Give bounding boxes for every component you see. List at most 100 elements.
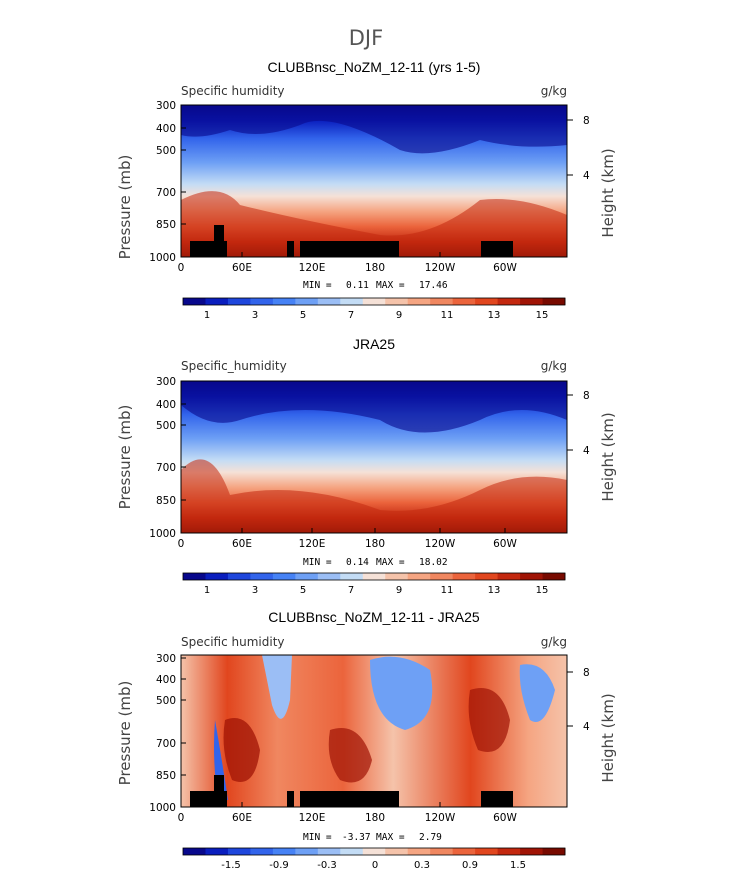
colorbar-frame bbox=[182, 847, 566, 856]
colorbar-label: 9 bbox=[396, 585, 402, 596]
panel-3-land-mask bbox=[190, 775, 513, 807]
colorbar-swatch bbox=[430, 573, 454, 580]
colorbar-swatch bbox=[407, 573, 431, 580]
panel-1-min-value: 0.11 bbox=[346, 280, 369, 291]
panel-1-max-label: MAX = bbox=[376, 280, 405, 291]
panel-2-min-value: 0.14 bbox=[346, 557, 369, 568]
panel-1-frame bbox=[180, 104, 568, 258]
panel-3-units: g/kg bbox=[541, 635, 567, 649]
x-tick-label: 120E bbox=[299, 262, 326, 274]
colorbar-swatch bbox=[183, 298, 206, 305]
x-tick-label: 60W bbox=[493, 812, 517, 824]
colorbar-label: 1 bbox=[204, 310, 210, 321]
panel-3-frame bbox=[180, 654, 568, 808]
colorbar-swatch bbox=[227, 573, 251, 580]
x-tick-label: 120W bbox=[425, 812, 456, 824]
panel-3-colorbar: -1.5 -0.9 -0.3 0 0.3 0.9 1.5 bbox=[182, 847, 566, 871]
colorbar-swatch bbox=[520, 573, 543, 580]
y2-tick-label: 8 bbox=[583, 390, 590, 402]
colorbar-swatch bbox=[430, 848, 454, 855]
colorbar-swatch bbox=[362, 573, 386, 580]
y-tick-label: 700 bbox=[156, 738, 176, 750]
panel-1-colorbar: 1 3 5 7 9 11 13 15 bbox=[182, 297, 566, 321]
panel-3-min-label: MIN = bbox=[303, 832, 332, 843]
panel-2-axes: 0 60E 120E 180 120W 60W 300 400 500 700 850 1000 8 4 bbox=[149, 376, 590, 550]
colorbar-swatch bbox=[340, 573, 364, 580]
panel-2-dry-top bbox=[181, 381, 567, 433]
colorbar-swatch bbox=[520, 848, 543, 855]
y2-tick-label: 4 bbox=[583, 170, 590, 182]
panel-3-title: CLUBBnsc_NoZM_12-11 - JRA25 bbox=[268, 609, 480, 625]
x-tick-label: 60W bbox=[493, 262, 517, 274]
colorbar-label: -1.5 bbox=[221, 860, 241, 871]
colorbar-label: 11 bbox=[441, 310, 454, 321]
colorbar-swatch bbox=[340, 848, 364, 855]
colorbar-label: -0.9 bbox=[269, 860, 289, 871]
panel-1-max-value: 17.46 bbox=[419, 280, 448, 291]
colorbar-swatch bbox=[497, 298, 521, 305]
x-tick-label: 120W bbox=[425, 262, 456, 274]
colorbar-swatch bbox=[542, 848, 566, 855]
x-tick-label: 120E bbox=[299, 812, 326, 824]
colorbar-swatch bbox=[362, 848, 386, 855]
x-tick-label: 0 bbox=[178, 262, 185, 274]
panel-1-plot bbox=[180, 104, 568, 258]
y2-tick-label: 4 bbox=[583, 721, 590, 733]
panel-1-min-label: MIN = bbox=[303, 280, 332, 291]
panel-1-moist-tongue bbox=[181, 191, 567, 257]
colorbar-frame bbox=[182, 572, 566, 581]
panel-2: JRA25 Specific_humidity g/kg 0 60E 120E 180… bbox=[116, 336, 617, 596]
colorbar-label: 3 bbox=[252, 310, 258, 321]
panel-1-ylabel2: Height (km) bbox=[599, 148, 617, 237]
colorbar-label: 1.5 bbox=[510, 860, 526, 871]
colorbar-swatch bbox=[183, 848, 206, 855]
panel-2-ylabel: Pressure (mb) bbox=[116, 405, 134, 510]
colorbar-swatch bbox=[250, 848, 274, 855]
panel-3-axes: 0 60E 120E 180 120W 60W 300 400 500 700 850 1000 8 4 bbox=[149, 653, 590, 824]
y-tick-label: 850 bbox=[156, 495, 176, 507]
panel-3-positive-core-1 bbox=[223, 718, 260, 782]
panel-2-plot bbox=[180, 380, 568, 534]
panel-2-colorbar: 1 3 5 7 9 11 13 15 bbox=[182, 572, 566, 596]
colorbar-label: 15 bbox=[536, 310, 549, 321]
panel-3-min-value: -3.37 bbox=[342, 832, 371, 843]
panel-2-variable: Specific_humidity bbox=[181, 359, 287, 373]
colorbar-swatch bbox=[385, 298, 409, 305]
colorbar-label: 0.3 bbox=[414, 860, 430, 871]
y-tick-label: 400 bbox=[156, 674, 176, 686]
y-tick-label: 850 bbox=[156, 770, 176, 782]
panel-2-max-value: 18.02 bbox=[419, 557, 448, 568]
y-tick-label: 1000 bbox=[149, 528, 176, 540]
colorbar-swatch bbox=[475, 573, 498, 580]
colorbar-swatch bbox=[250, 298, 274, 305]
panel-3-positive-core-3 bbox=[468, 688, 510, 752]
panel-3-plot bbox=[180, 654, 568, 808]
colorbar-label: -0.3 bbox=[317, 860, 337, 871]
colorbar-swatch bbox=[205, 298, 229, 305]
colorbar-swatch bbox=[452, 848, 476, 855]
y2-tick-label: 8 bbox=[583, 667, 590, 679]
panel-1-dry-top bbox=[181, 105, 567, 154]
x-tick-label: 0 bbox=[178, 812, 185, 824]
colorbar-label: 3 bbox=[252, 585, 258, 596]
panel-2-max-label: MAX = bbox=[376, 557, 405, 568]
colorbar-swatch bbox=[317, 298, 341, 305]
panel-2-frame bbox=[180, 380, 568, 534]
colorbar-swatch bbox=[272, 298, 296, 305]
colorbar-swatch bbox=[407, 848, 431, 855]
panel-1-land-mask bbox=[190, 225, 513, 257]
x-tick-label: 0 bbox=[178, 538, 185, 550]
colorbar-swatch bbox=[475, 848, 498, 855]
y-tick-label: 300 bbox=[156, 376, 176, 388]
colorbar-swatch bbox=[250, 573, 274, 580]
panel-3-ylabel: Pressure (mb) bbox=[116, 681, 134, 786]
panel-3-negative-lobe-1 bbox=[262, 655, 292, 719]
colorbar-label: 15 bbox=[536, 585, 549, 596]
colorbar-swatch bbox=[452, 298, 476, 305]
colorbar-swatch bbox=[295, 848, 319, 855]
colorbar-swatch bbox=[542, 298, 566, 305]
y2-tick-label: 4 bbox=[583, 445, 590, 457]
y-tick-label: 400 bbox=[156, 123, 176, 135]
colorbar-swatch bbox=[272, 573, 296, 580]
